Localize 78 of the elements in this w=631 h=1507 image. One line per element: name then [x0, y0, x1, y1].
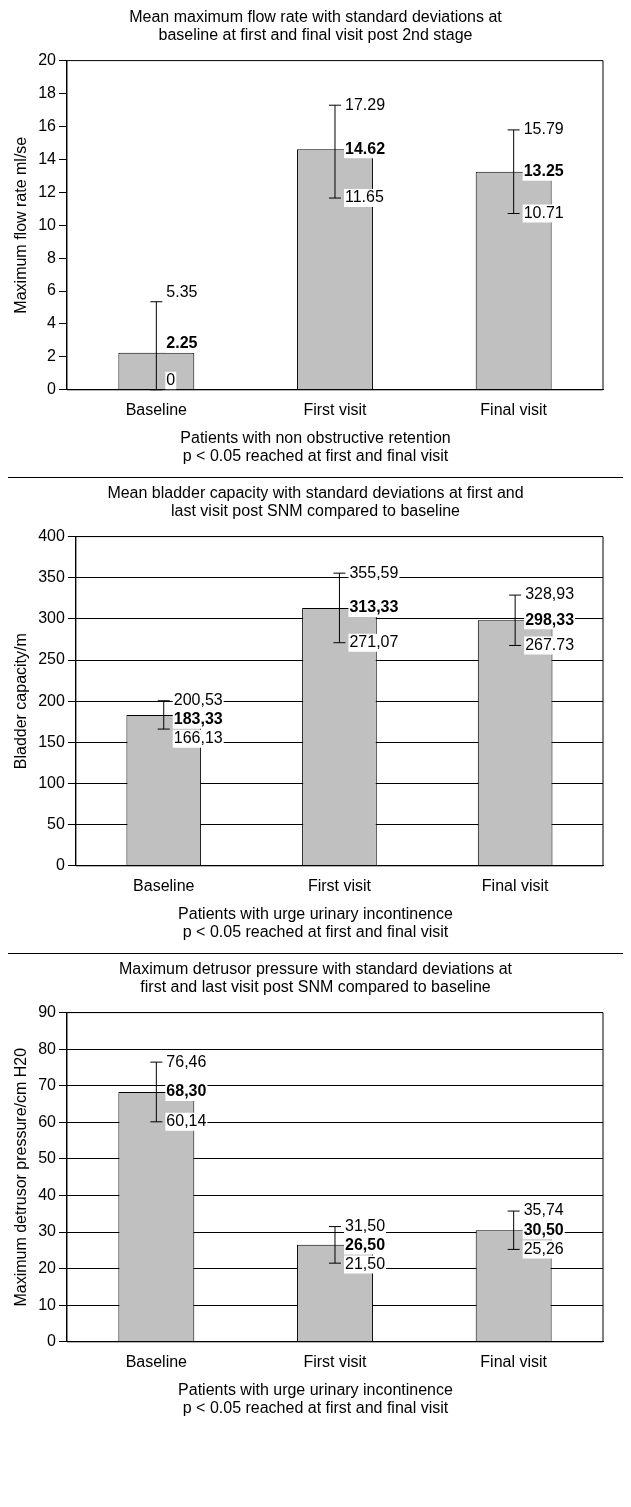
y-tick-label: 2 — [47, 347, 57, 365]
y-axis-title: Maximum flow rate ml/se — [12, 136, 30, 314]
annotation: 60,14 — [166, 1112, 207, 1130]
x-tick-label: Final visit — [480, 400, 548, 418]
y-tick-label: 350 — [38, 568, 65, 586]
x-axis-title: Patients with urge urinary incontinence — [177, 905, 454, 923]
annotation: 10.71 — [523, 203, 564, 221]
y-tick-label: 20 — [38, 51, 57, 69]
data-label: 2.25 — [166, 334, 198, 352]
x-tick-label: First visit — [307, 876, 372, 894]
x-tick-label: Baseline — [125, 1352, 188, 1370]
x-tick-label: First visit — [303, 400, 368, 418]
y-tick-label: 300 — [38, 609, 65, 627]
y-tick-label: 90 — [38, 1003, 57, 1021]
y-tick-label: 60 — [38, 1112, 57, 1130]
x-tick-label: Final visit — [481, 876, 550, 894]
data-label: 313,33 — [349, 598, 399, 616]
y-tick-label: 250 — [38, 650, 65, 668]
y-tick-label: 100 — [38, 773, 65, 791]
y-tick-label: 50 — [38, 1149, 57, 1167]
chart-title: Mean bladder capacity with standard deviations at first and last visit post SNM compared to baseline — [106, 484, 525, 520]
annotation: 21,50 — [345, 1254, 386, 1272]
x-tick-label: Baseline — [133, 876, 195, 894]
y-tick-label: 4 — [47, 314, 57, 332]
y-tick-label: 200 — [38, 691, 65, 709]
chart-title: Mean maximum flow rate with standard deviations at baseline at first and final visit post 2nd stage — [128, 8, 503, 44]
y-tick-label: 30 — [38, 1222, 57, 1240]
y-axis-title: Bladder capacity/m — [12, 633, 30, 770]
y-tick-label: 12 — [38, 182, 57, 200]
y-tick-label: 0 — [47, 1332, 57, 1350]
y-tick-label: 0 — [47, 380, 57, 398]
annotation: 31,50 — [345, 1216, 386, 1234]
y-tick-label: 6 — [47, 281, 57, 299]
y-tick-label: 18 — [38, 83, 57, 101]
annotation: 267.73 — [525, 635, 575, 653]
data-label: 26,50 — [345, 1235, 386, 1253]
y-tick-label: 10 — [38, 215, 57, 233]
y-tick-label: 150 — [38, 732, 65, 750]
annotation: 5.35 — [166, 283, 198, 301]
x-axis-title: Patients with non obstructive retention — [179, 429, 452, 447]
data-label: 14.62 — [345, 139, 386, 157]
annotation: 200,53 — [173, 691, 223, 709]
annotation: 271,07 — [349, 633, 399, 651]
chart-title: Maximum detrusor pressure with standard deviations at first and last visit post SNM compared to baseline — [117, 960, 514, 996]
data-label: 68,30 — [166, 1082, 207, 1100]
x-axis-title: Patients with urge urinary incontinence — [177, 1381, 454, 1399]
y-tick-label: 10 — [38, 1295, 57, 1313]
y-tick-label: 400 — [38, 527, 65, 545]
x-tick-label: Baseline — [125, 400, 188, 418]
annotation: 0 — [166, 371, 176, 389]
text: p < 0.05 reached at first and final visit — [181, 923, 450, 941]
annotation: 25,26 — [523, 1239, 564, 1257]
y-tick-label: 20 — [38, 1259, 57, 1277]
y-tick-label: 16 — [38, 116, 57, 134]
y-tick-label: 40 — [38, 1185, 57, 1203]
annotation: 76,46 — [166, 1052, 207, 1070]
data-label: 183,33 — [173, 710, 223, 728]
annotation: 166,13 — [173, 729, 223, 747]
y-tick-label: 0 — [55, 856, 65, 874]
x-tick-label: Final visit — [480, 1352, 548, 1370]
y-tick-label: 80 — [38, 1039, 57, 1057]
annotation: 11.65 — [345, 188, 384, 206]
y-tick-label: 8 — [47, 248, 57, 266]
annotation: 17.29 — [345, 95, 386, 113]
x-tick-label: First visit — [303, 1352, 368, 1370]
annotation: 328,93 — [525, 585, 575, 603]
data-label: 30,50 — [523, 1220, 564, 1238]
y-axis-title: Maximum detrusor pressure/cm H20 — [12, 1047, 30, 1307]
text: p < 0.05 reached at first and final visit — [181, 447, 450, 465]
data-label: 298,33 — [525, 610, 575, 628]
y-tick-label: 14 — [38, 149, 57, 167]
y-tick-label: 70 — [38, 1076, 57, 1094]
text: p < 0.05 reached at first and final visit — [181, 1399, 450, 1417]
annotation: 15.79 — [523, 120, 564, 138]
y-tick-label: 50 — [47, 815, 65, 833]
annotation: 355,59 — [349, 563, 399, 581]
annotation: 35,74 — [523, 1201, 564, 1219]
data-label: 13.25 — [523, 162, 564, 180]
